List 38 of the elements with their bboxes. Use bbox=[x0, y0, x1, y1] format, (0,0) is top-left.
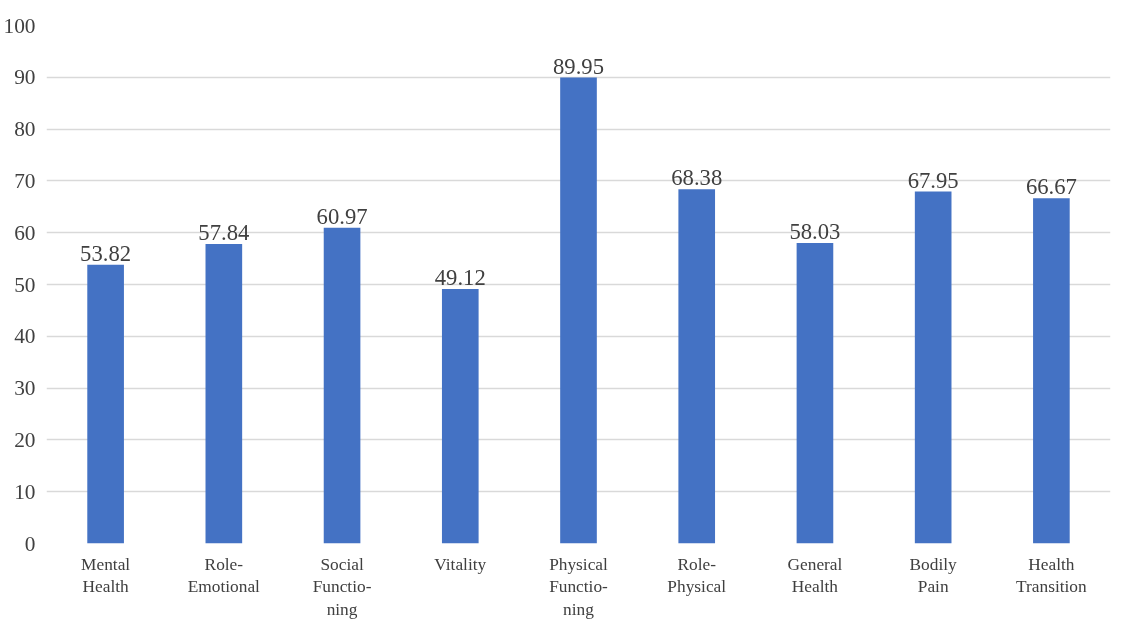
y-tick-label: 30 bbox=[14, 376, 36, 401]
y-tick-label: 80 bbox=[14, 117, 36, 142]
y-tick-label: 90 bbox=[14, 65, 36, 90]
data-label: 49.12 bbox=[434, 265, 486, 291]
data-label: 67.95 bbox=[907, 167, 959, 193]
data-label: 57.84 bbox=[198, 219, 250, 245]
data-label: 60.97 bbox=[316, 203, 368, 229]
data-label: 66.67 bbox=[1025, 174, 1077, 200]
data-label: 58.03 bbox=[789, 218, 841, 244]
y-tick-label: 60 bbox=[14, 220, 36, 245]
data-label: 89.95 bbox=[553, 53, 604, 79]
x-tick-label: Social Functio- ning bbox=[312, 554, 372, 620]
bar bbox=[441, 289, 479, 544]
x-tick-label: Physical Functio- ning bbox=[549, 554, 609, 620]
y-tick-label: 70 bbox=[14, 168, 36, 193]
bar bbox=[796, 242, 834, 544]
y-tick-label: 50 bbox=[14, 272, 36, 297]
bar bbox=[205, 243, 243, 544]
x-tick-label: Vitality bbox=[434, 554, 487, 574]
y-tick-label: 40 bbox=[14, 324, 36, 349]
data-label: 68.38 bbox=[671, 165, 723, 191]
bar bbox=[1033, 198, 1070, 544]
bar bbox=[678, 189, 716, 544]
data-label: 53.82 bbox=[80, 240, 132, 266]
bar bbox=[87, 264, 124, 544]
bar bbox=[914, 191, 952, 544]
bar bbox=[323, 227, 361, 544]
x-tick-label: General Health bbox=[787, 554, 843, 597]
y-tick-label: 10 bbox=[14, 479, 36, 504]
y-tick-label: 100 bbox=[3, 13, 36, 38]
x-tick-label: Health Transition bbox=[1016, 554, 1088, 597]
bar bbox=[560, 77, 597, 544]
x-tick-label: Role- Emotional bbox=[187, 554, 261, 597]
x-tick-label: Bodily Pain bbox=[909, 554, 958, 597]
x-tick-label: Role- Physical bbox=[667, 554, 727, 597]
y-tick-label: 20 bbox=[14, 427, 36, 452]
x-tick-label: Mental Health bbox=[81, 554, 131, 597]
y-tick-label: 0 bbox=[24, 531, 36, 556]
